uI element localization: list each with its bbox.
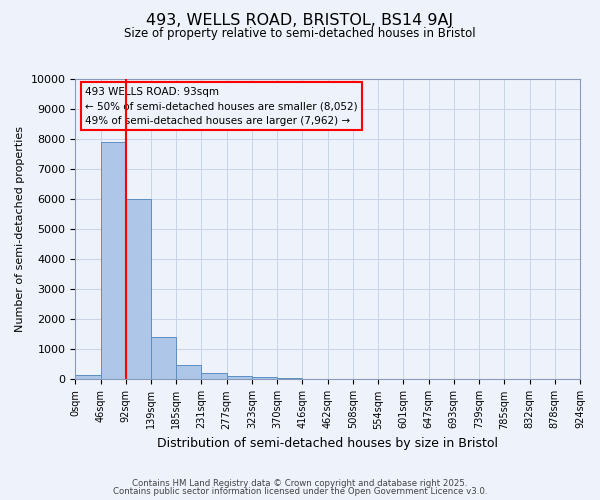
Bar [126, 199, 151, 380]
Bar [277, 378, 302, 380]
Bar [176, 365, 202, 380]
Bar [101, 142, 126, 380]
Bar [75, 375, 101, 380]
Text: Size of property relative to semi-detached houses in Bristol: Size of property relative to semi-detach… [124, 28, 476, 40]
Y-axis label: Number of semi-detached properties: Number of semi-detached properties [15, 126, 25, 332]
Bar [227, 376, 252, 380]
Text: Contains HM Land Registry data © Crown copyright and database right 2025.: Contains HM Land Registry data © Crown c… [132, 478, 468, 488]
X-axis label: Distribution of semi-detached houses by size in Bristol: Distribution of semi-detached houses by … [157, 437, 498, 450]
Text: 493 WELLS ROAD: 93sqm
← 50% of semi-detached houses are smaller (8,052)
49% of s: 493 WELLS ROAD: 93sqm ← 50% of semi-deta… [85, 86, 358, 126]
Bar [202, 372, 227, 380]
Text: 493, WELLS ROAD, BRISTOL, BS14 9AJ: 493, WELLS ROAD, BRISTOL, BS14 9AJ [146, 12, 454, 28]
Text: Contains public sector information licensed under the Open Government Licence v3: Contains public sector information licen… [113, 487, 487, 496]
Bar [252, 377, 277, 380]
Bar [151, 338, 176, 380]
